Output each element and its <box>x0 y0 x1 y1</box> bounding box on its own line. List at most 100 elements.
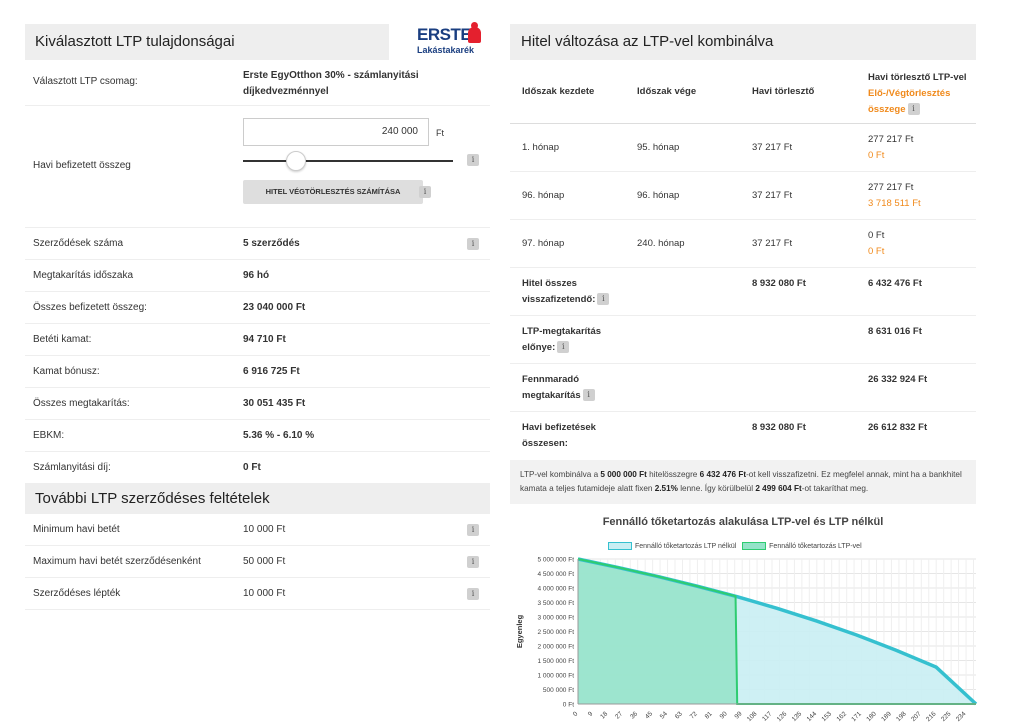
x-tick-label: 9 <box>587 710 595 718</box>
property-row: Szerződések száma 5 szerződés i <box>25 228 490 260</box>
x-tick-label: 99 <box>734 710 744 720</box>
legend-no-ltp[interactable]: Fennálló tőketartozás LTP nélkül <box>635 542 737 550</box>
legend-ltp[interactable]: Fennálló tőketartozás LTP-vel <box>769 542 862 550</box>
note-part-2: hitelösszegre <box>646 470 700 479</box>
x-tick-label: 27 <box>614 710 624 720</box>
info-icon[interactable]: i <box>467 556 479 568</box>
x-tick-label: 207 <box>910 710 923 723</box>
note-part-3: -ot kell visszafizetni. Ez megfelel anna… <box>520 470 962 493</box>
period-prepay: 0 Ft <box>868 150 885 161</box>
erste-s-mark-icon <box>468 22 481 43</box>
balance-chart: Fennálló tőketartozás alakulása LTP-vel … <box>510 516 980 726</box>
note-part-1: LTP-vel kombinálva a <box>520 470 601 479</box>
x-tick-label: 189 <box>880 710 893 723</box>
x-tick-label: 180 <box>865 710 878 723</box>
ltp-properties-title-text: Kiválasztott LTP tulajdonságai <box>35 33 235 50</box>
term-row: Minimum havi betét 10 000 Ft i <box>25 514 490 546</box>
summary-payments-ltp: 26 612 832 Ft <box>868 422 928 433</box>
term-row: Szerződéses lépték 10 000 Ft i <box>25 578 490 610</box>
property-row: Megtakarítás időszaka 96 hó <box>25 260 490 292</box>
summary-total-ltp: 6 432 476 Ft <box>868 278 922 289</box>
property-label: Szerződések száma <box>33 238 124 249</box>
period-ltp-cell: 0 Ft 0 Ft <box>868 228 884 260</box>
col-monthly-ltp-line2: Elő-/Végtörlesztés <box>868 88 951 99</box>
legend-swatch-ltp <box>742 542 767 550</box>
summary-advantage-label-2: előnye: <box>522 342 556 353</box>
note-part-4: lenne. Így körülbelül <box>677 484 756 493</box>
erste-logo-sub: Lakástakarék <box>417 45 475 55</box>
col-period-end: Időszak vége <box>637 86 697 97</box>
chart-legend: Fennálló tőketartozás LTP nélkül Fennáll… <box>608 542 862 550</box>
y-tick-label: 4 500 000 Ft <box>538 571 575 578</box>
series-area-1 <box>578 559 976 704</box>
note-repay-amount: 6 432 476 Ft <box>699 470 747 479</box>
period-prepay: 3 718 511 Ft <box>868 198 921 209</box>
y-tick-label: 0 Ft <box>563 702 574 709</box>
period-end: 96. hónap <box>637 190 680 201</box>
property-value: 0 Ft <box>243 462 261 473</box>
property-row: Összes befizetett összeg: 23 040 000 Ft <box>25 292 490 324</box>
info-icon[interactable]: i <box>557 341 570 354</box>
x-tick-label: 153 <box>821 710 834 723</box>
period-monthly: 37 217 Ft <box>752 238 793 249</box>
monthly-amount-slider[interactable] <box>243 160 453 162</box>
property-row: Számlanyitási díj: 0 Ft <box>25 452 490 484</box>
info-icon[interactable]: i <box>467 524 479 536</box>
erste-logo-brand: ERSTE <box>417 25 472 44</box>
property-label: Betéti kamat: <box>33 334 92 345</box>
info-icon[interactable]: i <box>467 154 479 166</box>
monthly-amount-input[interactable]: 240 000 <box>243 118 429 146</box>
x-tick-label: 144 <box>806 710 819 723</box>
erste-logo: ERSTE Lakástakarék <box>389 21 490 61</box>
period-monthly: 37 217 Ft <box>752 142 793 153</box>
info-icon[interactable]: i <box>907 103 920 116</box>
period-ltp-cell: 277 217 Ft 0 Ft <box>868 132 913 164</box>
term-value: 10 000 Ft <box>243 588 286 599</box>
chart-plot: 0 Ft 500 000 Ft 1 000 000 Ft 1 500 000 Ft 2 … <box>515 557 978 723</box>
property-value: 30 051 435 Ft <box>243 398 306 409</box>
term-value: 50 000 Ft <box>243 556 286 567</box>
info-icon[interactable]: i <box>467 588 479 600</box>
x-tick-label: 72 <box>689 710 699 720</box>
summary-payments-row: Havi befizetések összesen: 8 932 080 Ft … <box>510 412 976 460</box>
period-ltp: 277 217 Ft <box>868 134 914 145</box>
x-tick-label: 135 <box>791 710 804 723</box>
period-start: 1. hónap <box>522 142 559 153</box>
col-monthly-ltp-line3: összege <box>868 104 906 115</box>
summary-payments-label-1: Havi befizetések <box>522 422 596 433</box>
summary-total-label: Hitel összes visszafizetendő: i <box>522 276 610 308</box>
loan-change-title: Hitel változása az LTP-vel kombinálva <box>510 24 976 60</box>
y-tick-label: 1 500 000 Ft <box>538 658 575 665</box>
info-icon[interactable]: i <box>582 389 595 402</box>
y-tick-label: 1 000 000 Ft <box>538 673 575 680</box>
summary-advantage-row: LTP-megtakarítás előnye: i 8 631 016 Ft <box>510 316 976 364</box>
term-value: 10 000 Ft <box>243 524 286 535</box>
x-tick-label: 171 <box>850 710 863 723</box>
y-tick-label: 3 500 000 Ft <box>538 600 575 607</box>
loan-change-title-text: Hitel változása az LTP-vel kombinálva <box>521 33 774 50</box>
calc-prepayment-button[interactable]: HITEL VÉGTÖRLESZTÉS SZÁMÍTÁSA <box>243 180 423 204</box>
summary-total-monthly: 8 932 080 Ft <box>752 278 806 289</box>
period-start: 97. hónap <box>522 238 565 249</box>
x-tick-label: 18 <box>599 710 609 720</box>
x-tick-label: 234 <box>955 710 968 723</box>
summary-advantage-label: LTP-megtakarítás előnye: i <box>522 324 601 356</box>
slider-thumb[interactable] <box>286 151 306 171</box>
property-label: Összes megtakarítás: <box>33 398 130 409</box>
info-icon[interactable]: i <box>419 186 431 198</box>
further-terms-title-text: További LTP szerződéses feltételek <box>35 490 270 507</box>
summary-remaining-label-2: megtakarítás <box>522 390 581 401</box>
x-tick-label: 117 <box>761 710 774 723</box>
period-row: 96. hónap 96. hónap 37 217 Ft 277 217 Ft 3 7… <box>510 172 976 220</box>
info-icon[interactable]: i <box>467 238 479 250</box>
col-monthly-ltp-line1: Havi törlesztő LTP-vel <box>868 72 967 83</box>
x-tick-label: 198 <box>895 710 908 723</box>
y-tick-label: 2 500 000 Ft <box>538 629 575 636</box>
property-row: Összes megtakarítás: 30 051 435 Ft <box>25 388 490 420</box>
term-label: Szerződéses lépték <box>33 588 121 599</box>
info-icon[interactable]: i <box>597 293 610 306</box>
loan-change-panel: Hitel változása az LTP-vel kombinálva Id… <box>510 24 976 504</box>
note-savings: 2 499 604 Ft <box>755 484 802 493</box>
property-label: Összes befizetett összeg: <box>33 302 147 313</box>
summary-total-label-2: visszafizetendő: <box>522 294 596 305</box>
